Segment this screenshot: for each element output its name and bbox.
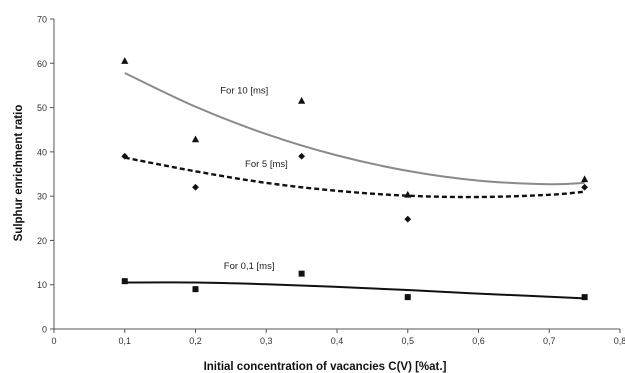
- trend-line-3: [124, 281, 585, 300]
- x-tick-label: 0,1: [118, 336, 131, 346]
- y-tick-label: 60: [37, 59, 47, 69]
- data-point-diamond: [121, 152, 129, 160]
- x-tick-label: 0,5: [401, 336, 414, 346]
- y-axis-title: Sulphur enrichment ratio: [13, 105, 25, 242]
- data-point-diamond: [192, 183, 199, 191]
- data-point-triangle: [298, 96, 306, 104]
- data-point-triangle: [404, 190, 412, 198]
- x-tick-label: 0,7: [543, 336, 556, 346]
- trend-lines: [124, 72, 585, 300]
- trend-line-2: [124, 156, 585, 199]
- data-point-triangle: [121, 57, 129, 64]
- data-point-diamond: [581, 183, 589, 191]
- y-tick-label: 20: [37, 236, 47, 246]
- y-tick-label: 40: [37, 147, 47, 157]
- y-tick-label: 10: [37, 280, 47, 290]
- series-label-3: For 0,1 [ms]: [224, 261, 275, 272]
- y-tick-label: 70: [37, 15, 47, 25]
- data-points: [121, 57, 589, 301]
- y-tick-label: 0: [42, 325, 47, 335]
- series-labels: For 10 [ms] For 5 [ms] For 0,1 [ms]: [220, 85, 288, 272]
- data-point-diamond: [298, 152, 306, 160]
- data-point-square: [404, 294, 411, 301]
- data-point-triangle: [191, 135, 200, 143]
- trend-line-1: [124, 72, 585, 186]
- data-point-triangle: [581, 175, 589, 183]
- y-tick-label: 50: [37, 103, 47, 113]
- y-tick-label: 30: [37, 192, 47, 202]
- data-point-square: [298, 270, 305, 277]
- axes: 0 0,1 0,2 0,3 0,4 0,5 0,6 0,7 0,8 0 10 20 30 40 50 60 70: [37, 15, 625, 347]
- data-point-diamond: [404, 215, 412, 223]
- x-tick-label: 0,2: [189, 336, 202, 346]
- series-label-1: For 10 [ms]: [220, 85, 268, 96]
- x-tick-label: 0,3: [260, 336, 273, 346]
- data-point-square: [192, 286, 199, 293]
- data-point-square: [581, 294, 588, 301]
- series-label-2: For 5 [ms]: [245, 159, 288, 170]
- x-tick-label: 0,4: [331, 336, 344, 346]
- x-tick-label: 0: [51, 336, 56, 346]
- x-axis-title: Initial concentration of vacancies C(V) …: [204, 361, 447, 373]
- data-point-square: [121, 278, 128, 285]
- x-tick-label: 0,6: [472, 336, 485, 346]
- x-tick-label: 0,8: [614, 336, 625, 346]
